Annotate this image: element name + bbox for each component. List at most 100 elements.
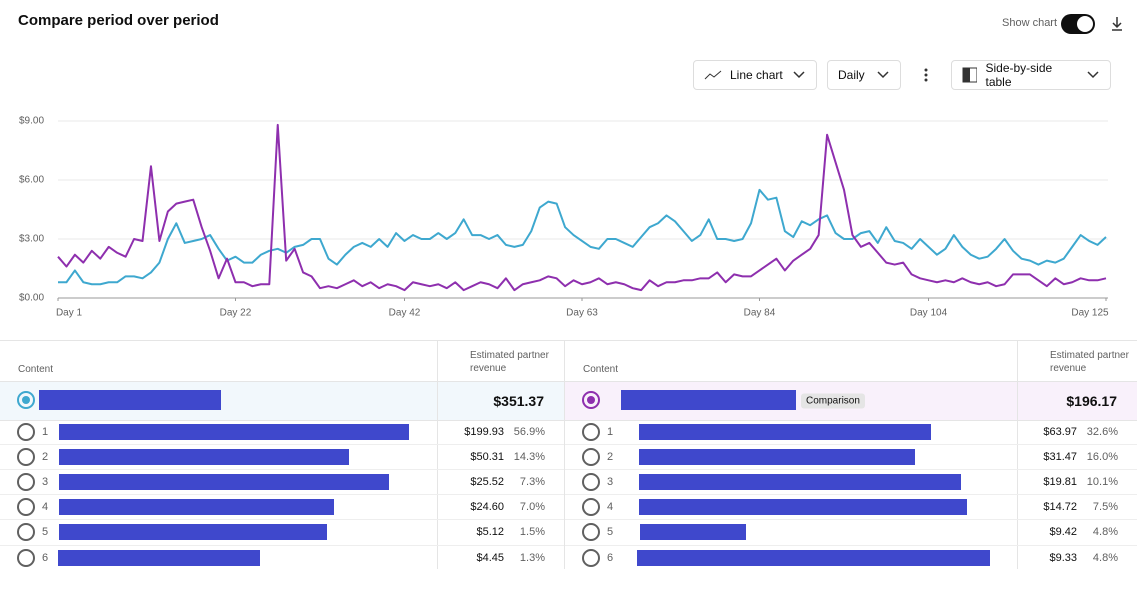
share: 7.5%: [1092, 501, 1118, 513]
y-tick-label: $3.00: [19, 234, 44, 245]
content-header: Content: [18, 364, 54, 375]
redacted-name: [637, 550, 990, 566]
radio-selected[interactable]: [17, 391, 35, 409]
row-border: [0, 469, 564, 470]
revenue: $63.97: [1043, 426, 1077, 438]
share: 7.0%: [519, 501, 545, 513]
radio[interactable]: [17, 549, 35, 567]
revenue: $24.60: [470, 501, 504, 513]
redacted-name: [59, 499, 334, 515]
share: 7.3%: [519, 476, 545, 488]
toggle-label: Show chart: [1002, 17, 1058, 29]
chart: $0.00 $3.00 $6.00 $9.00 Day 1 Day 22 Day 42 Day…: [19, 116, 1109, 319]
rank: 5: [607, 526, 614, 538]
row-border: [565, 444, 1137, 445]
total-value: $351.37: [493, 393, 544, 409]
radio[interactable]: [582, 498, 600, 516]
x-tick-label: Day 42: [389, 308, 421, 319]
radio[interactable]: [17, 498, 35, 516]
y-tick-label: $6.00: [19, 175, 44, 186]
rank: 6: [607, 552, 614, 564]
rank: 3: [607, 476, 614, 488]
rank: 5: [42, 526, 49, 538]
redacted-name: [639, 449, 915, 465]
row-border: [0, 444, 564, 445]
share: 10.1%: [1086, 476, 1118, 488]
share: 56.9%: [513, 426, 545, 438]
column-divider: [1017, 341, 1018, 569]
rank: 3: [42, 476, 49, 488]
table-mode-button[interactable]: Side-by-side table: [951, 60, 1111, 90]
redacted-name: [639, 474, 961, 490]
redacted-name: [59, 424, 409, 440]
metric-header: Estimated partner revenue: [470, 350, 549, 374]
share: 16.0%: [1086, 451, 1118, 463]
x-tick-label: Day 104: [910, 308, 948, 319]
revenue: $14.72: [1043, 501, 1077, 513]
redacted-name: [640, 524, 746, 540]
share: 14.3%: [513, 451, 545, 463]
radio[interactable]: [17, 523, 35, 541]
radio[interactable]: [17, 423, 35, 441]
row-border: [565, 469, 1137, 470]
column-divider: [437, 341, 438, 569]
button-label: Side-by-side table: [985, 61, 1053, 89]
redacted-name: [621, 390, 796, 410]
rank: 1: [607, 426, 614, 438]
button-label: Line chart: [730, 68, 783, 82]
interval-button[interactable]: Daily: [827, 60, 901, 90]
x-tick-label: Day 63: [566, 308, 598, 319]
x-tick-label: Day 1: [56, 308, 83, 319]
radio[interactable]: [17, 448, 35, 466]
rank: 2: [607, 451, 614, 463]
download-icon[interactable]: [1109, 15, 1125, 33]
share: 1.5%: [519, 526, 545, 538]
rank: 4: [607, 501, 614, 513]
metric-header: Estimated partner revenue: [1050, 350, 1129, 374]
redacted-name: [58, 550, 260, 566]
y-tick-label: $0.00: [19, 293, 44, 304]
rank: 1: [42, 426, 49, 438]
row-border: [565, 519, 1137, 520]
revenue: $9.33: [1049, 552, 1077, 564]
share: 32.6%: [1086, 426, 1118, 438]
x-tick-label: Day 22: [220, 308, 252, 319]
total-value: $196.17: [1066, 393, 1117, 409]
table-divider: [564, 341, 565, 569]
share: 4.8%: [1092, 552, 1118, 564]
x-tick-label: Day 84: [744, 308, 776, 319]
chart-type-button[interactable]: Line chart: [693, 60, 817, 90]
share: 4.8%: [1092, 526, 1118, 538]
row-border: [0, 494, 564, 495]
redacted-name: [59, 524, 327, 540]
row-border: [565, 545, 1137, 546]
redacted-name: [59, 449, 349, 465]
radio[interactable]: [582, 448, 600, 466]
revenue: $4.45: [476, 552, 504, 564]
revenue: $199.93: [464, 426, 504, 438]
series-line: [57, 123, 1107, 292]
x-tick-label: Day 125: [1071, 308, 1109, 319]
y-tick-label: $9.00: [19, 116, 44, 127]
radio[interactable]: [17, 473, 35, 491]
toggle[interactable]: [1061, 14, 1095, 34]
redacted-name: [59, 474, 389, 490]
row-border: [565, 494, 1137, 495]
row-border: [0, 519, 564, 520]
radio[interactable]: [582, 523, 600, 541]
radio[interactable]: [582, 423, 600, 441]
radio[interactable]: [582, 473, 600, 491]
page-title: Compare period over period: [18, 12, 219, 29]
redacted-name: [39, 390, 221, 410]
radio[interactable]: [582, 549, 600, 567]
radio-selected[interactable]: [582, 391, 600, 409]
content-header: Content: [583, 364, 619, 375]
revenue: $31.47: [1043, 451, 1077, 463]
redacted-name: [639, 499, 967, 515]
redacted-name: [639, 424, 931, 440]
more-button[interactable]: [922, 66, 930, 84]
rank: 2: [42, 451, 49, 463]
rank: 4: [42, 501, 49, 513]
revenue: $50.31: [470, 451, 504, 463]
